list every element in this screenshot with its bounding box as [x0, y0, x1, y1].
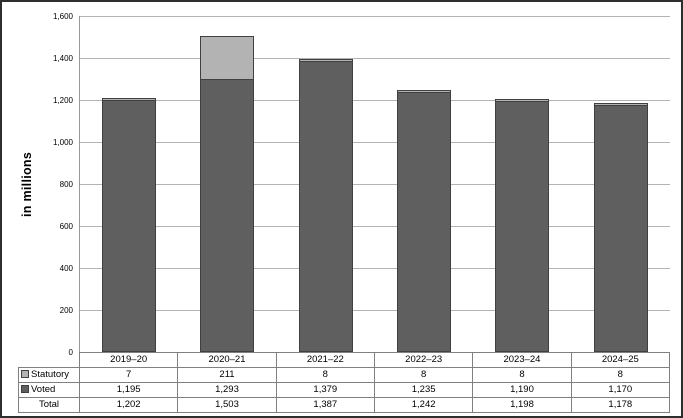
- total-value-cell: 1,242: [373, 397, 474, 413]
- data-table: 2019–20 2020–21 2021–22 2022–23 2023–24 …: [18, 352, 670, 413]
- statutory-value-cell: 8: [275, 367, 375, 383]
- gridline: [80, 268, 670, 269]
- bar-column-2019-20: [80, 16, 178, 352]
- bar-2020-21: [200, 36, 255, 352]
- voted-legend-square-icon: [21, 385, 29, 394]
- statutory-value-cell: 7: [78, 367, 179, 383]
- total-value-cell: 1,198: [472, 397, 572, 413]
- gridline: [80, 310, 670, 311]
- bar-2023-24: [495, 99, 550, 352]
- statutory-legend-square-icon: [21, 370, 29, 379]
- gridline: [80, 184, 670, 185]
- bar-2019-20: [102, 98, 157, 352]
- bar-column-2023-24: [473, 16, 571, 352]
- year-header-cell: 2020–21: [177, 352, 277, 368]
- gridline: [80, 226, 670, 227]
- y-tick-label: 1,400: [52, 53, 73, 63]
- statutory-segment: [397, 90, 452, 93]
- voted-segment: [298, 62, 353, 352]
- statutory-segment: [298, 59, 353, 62]
- gridline: [80, 58, 670, 59]
- legend-cell-total: Total: [18, 397, 80, 413]
- year-header-cell: 2022–23: [373, 352, 474, 368]
- voted-value-cell: 1,170: [570, 382, 670, 398]
- bar-column-2022-23: [375, 16, 473, 352]
- voted-value-cell: 1,235: [373, 382, 474, 398]
- legend-cell-voted: Voted: [18, 382, 80, 398]
- statutory-segment: [495, 99, 550, 102]
- table-row-statutory: Statutory 7 211 8 8 8 8: [18, 367, 670, 383]
- voted-segment: [200, 80, 255, 352]
- statutory-segment: [593, 103, 648, 106]
- y-tick-label: 600: [59, 221, 73, 231]
- table-row-total: Total 1,202 1,503 1,387 1,242 1,198 1,17…: [18, 397, 670, 413]
- table-row-years: 2019–20 2020–21 2021–22 2022–23 2023–24 …: [19, 352, 670, 368]
- voted-segment: [593, 106, 648, 352]
- voted-value-cell: 1,195: [78, 382, 179, 398]
- bar-column-2024-25: [572, 16, 670, 352]
- gridline: [80, 100, 670, 101]
- y-tick-label: 200: [59, 305, 73, 315]
- y-tick-label: 0: [68, 347, 73, 357]
- total-value-cell: 1,387: [275, 397, 375, 413]
- statutory-segment: [102, 98, 157, 101]
- voted-value-cell: 1,293: [177, 382, 277, 398]
- year-header-cell: 2024–25: [570, 352, 670, 368]
- y-tick-label: 400: [59, 263, 73, 273]
- statutory-segment: [200, 36, 255, 80]
- gridline: [80, 16, 670, 17]
- statutory-value-cell: 8: [373, 367, 474, 383]
- plot-area: [79, 16, 670, 352]
- bar-column-2020-21: [178, 16, 276, 352]
- y-axis: 1,600 1,400 1,200 1,000 800 600 400 200 …: [2, 12, 73, 357]
- bar-2021-22: [298, 59, 353, 352]
- y-tick-label: 1,200: [52, 95, 73, 105]
- y-tick-label: 800: [59, 179, 73, 189]
- total-value-cell: 1,503: [177, 397, 277, 413]
- voted-segment: [495, 102, 550, 352]
- bar-column-2021-22: [277, 16, 375, 352]
- voted-value-cell: 1,379: [275, 382, 375, 398]
- legend-label-statutory: Statutory: [31, 369, 70, 381]
- legend-cell-statutory: Statutory: [18, 367, 80, 383]
- voted-segment: [102, 101, 157, 352]
- y-tick-label: 1,000: [52, 137, 73, 147]
- statutory-value-cell: 211: [177, 367, 277, 383]
- total-value-cell: 1,202: [78, 397, 179, 413]
- year-header-cell: 2019–20: [78, 352, 179, 368]
- voted-segment: [397, 93, 452, 352]
- year-header-cell: 2021–22: [275, 352, 375, 368]
- bar-2022-23: [397, 90, 452, 352]
- total-value-cell: 1,178: [570, 397, 670, 413]
- table-row-voted: Voted 1,195 1,293 1,379 1,235 1,190 1,17…: [18, 382, 670, 398]
- statutory-value-cell: 8: [472, 367, 572, 383]
- legend-label-voted: Voted: [31, 384, 56, 396]
- gridline: [80, 142, 670, 143]
- y-tick-label: 1,600: [52, 11, 73, 21]
- year-header-cell: 2023–24: [472, 352, 572, 368]
- bar-2024-25: [593, 103, 648, 352]
- statutory-value-cell: 8: [570, 367, 670, 383]
- voted-value-cell: 1,190: [472, 382, 572, 398]
- table-corner-cell: [19, 353, 80, 368]
